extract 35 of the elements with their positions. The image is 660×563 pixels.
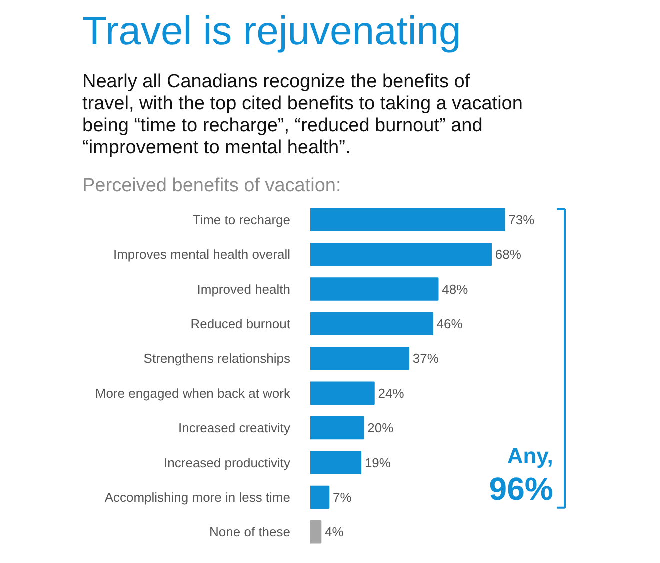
y-tick-label: None of these [210, 524, 291, 540]
y-tick-label: Accomplishing more in less time [104, 490, 291, 505]
data-label: 24% [378, 386, 405, 401]
bar [310, 312, 434, 336]
data-label: 20% [368, 420, 394, 436]
bar [310, 416, 364, 440]
bar [310, 382, 375, 405]
bar [310, 486, 330, 510]
data-label: 46% [436, 316, 464, 332]
bar [310, 242, 492, 266]
data-label: 7% [333, 490, 352, 505]
y-tick-label: Time to recharge [192, 212, 290, 228]
bar [310, 347, 410, 370]
y-tick-label: More engaged when back at work [95, 386, 291, 401]
y-tick-label: Improves mental health overall [113, 247, 291, 262]
y-tick-label: Reduced burnout [190, 316, 291, 332]
data-label: 68% [495, 247, 522, 262]
bar [310, 278, 439, 301]
y-tick-label: Increased creativity [178, 420, 291, 436]
bar [310, 451, 362, 474]
bar [310, 208, 506, 232]
x-axis-title: Perceived benefits of vacation: [82, 176, 342, 196]
data-label: 19% [364, 455, 392, 470]
data-label: 37% [412, 351, 440, 366]
chart-subtitle: Nearly all Canadians recognize the benefits of travel, with the top cited benefits to taking a vacation being “time to recharge”, “reduced burnout” and “improvement to mental health”. [82, 71, 523, 158]
chart-title: Travel is rejuvenating [82, 10, 462, 54]
data-label: 73% [508, 212, 536, 228]
data-label: 4% [325, 524, 344, 540]
data-label: 48% [442, 282, 469, 297]
bar [310, 520, 322, 544]
annotation: 96% [489, 470, 554, 507]
y-tick-label: Increased productivity [164, 455, 291, 470]
y-tick-label: Improved health [197, 282, 291, 297]
y-tick-label: Strengthens relationships [144, 351, 291, 366]
text: Any, [507, 443, 554, 468]
